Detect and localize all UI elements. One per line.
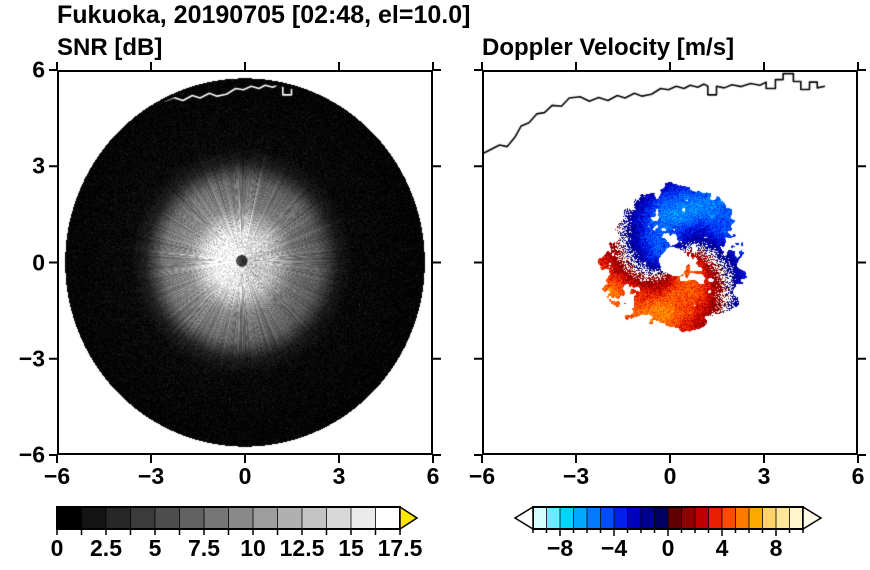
- colorbar-segment: [654, 507, 669, 529]
- colorbar-segment: [155, 507, 180, 529]
- colorbar-segment: [762, 507, 777, 529]
- colorbar-segment: [277, 507, 303, 529]
- y-tick-label: −6: [18, 441, 45, 468]
- y-tick-label: 3: [32, 152, 45, 179]
- colorbar-segment: [600, 507, 615, 529]
- colorbar-segment: [81, 507, 107, 529]
- colorbar-segment: [533, 507, 547, 529]
- snr-ppi-panel: [57, 70, 433, 455]
- colorbar-segment: [560, 507, 574, 529]
- colorbar-segment: [776, 507, 790, 529]
- x-tick-label: 6: [426, 463, 440, 489]
- colorbar-segment: [668, 507, 682, 529]
- x-tick-label: 6: [851, 463, 865, 489]
- colorbar-segment: [375, 507, 401, 529]
- x-tick-label: 3: [332, 463, 346, 489]
- doppler-ppi-panel: [482, 70, 858, 455]
- colorbar-segment: [614, 507, 628, 529]
- colorbar-segment: [302, 507, 327, 529]
- colorbar-tick-label: 12.5: [279, 535, 325, 561]
- colorbar-segment: [351, 507, 376, 529]
- colorbar-segment: [749, 507, 763, 529]
- snr-panel-title: SNR [dB]: [57, 34, 163, 61]
- colorbar-segment: [130, 507, 156, 529]
- colorbar-segment: [722, 507, 736, 529]
- colorbar-segment: [708, 507, 723, 529]
- colorbar-outline: [532, 506, 804, 530]
- colorbar-tick-label: −4: [600, 535, 628, 561]
- colorbar-segment: [681, 507, 696, 529]
- colorbar-segment: [326, 507, 352, 529]
- colorbar-segment: [695, 507, 709, 529]
- colorbar-tick-label: 0: [661, 535, 675, 561]
- colorbar-tick-label: 4: [715, 535, 729, 561]
- colorbar-tick-label: 17.5: [377, 535, 423, 561]
- x-tick-label: 0: [238, 463, 252, 489]
- x-tick-label: −3: [562, 463, 590, 489]
- colorbar-segment: [57, 507, 82, 529]
- colorbar-segment: [789, 507, 804, 529]
- x-tick-label: −6: [43, 463, 71, 489]
- x-tick-label: −6: [468, 463, 496, 489]
- colorbar-segment: [573, 507, 588, 529]
- colorbar-tick-label: −8: [546, 535, 574, 561]
- x-tick-label: 0: [663, 463, 677, 489]
- colorbar-segment: [106, 507, 131, 529]
- colorbar-tick-label: 8: [769, 535, 783, 561]
- colorbar-overflow-arrow: [802, 505, 823, 531]
- y-tick-label: −3: [18, 345, 45, 372]
- colorbar-segment: [587, 507, 601, 529]
- velocity-colorbar: [513, 505, 823, 536]
- y-tick-label: 6: [32, 56, 45, 83]
- doppler-ppi-canvas: [484, 72, 856, 453]
- colorbar-overflow-arrow: [399, 505, 419, 531]
- colorbar-tick-label: 10: [240, 535, 266, 561]
- colorbar-tick-label: 5: [148, 535, 162, 561]
- colorbar-segment: [179, 507, 205, 529]
- colorbar-underflow-arrow: [513, 505, 534, 531]
- colorbar-segment: [228, 507, 254, 529]
- colorbar-segment: [546, 507, 561, 529]
- colorbar-segment: [627, 507, 642, 529]
- colorbar-segment: [735, 507, 750, 529]
- snr-ppi-canvas: [59, 72, 431, 453]
- colorbar-tick-label: 7.5: [188, 535, 220, 561]
- colorbar-outline: [56, 506, 401, 530]
- snr-colorbar: [56, 505, 419, 535]
- colorbar-tick-label: 2.5: [90, 535, 122, 561]
- x-tick-label: −3: [137, 463, 165, 489]
- doppler-panel-title: Doppler Velocity [m/s]: [482, 34, 735, 61]
- x-tick-label: 3: [757, 463, 771, 489]
- figure-title: Fukuoka, 20190705 [02:48, el=10.0]: [57, 1, 471, 29]
- colorbar-segment: [253, 507, 278, 529]
- colorbar-tick-label: 0: [50, 535, 64, 561]
- y-tick-label: 0: [32, 248, 45, 275]
- colorbar-segment: [204, 507, 229, 529]
- colorbar-tick-label: 15: [338, 535, 364, 561]
- colorbar-segment: [641, 507, 655, 529]
